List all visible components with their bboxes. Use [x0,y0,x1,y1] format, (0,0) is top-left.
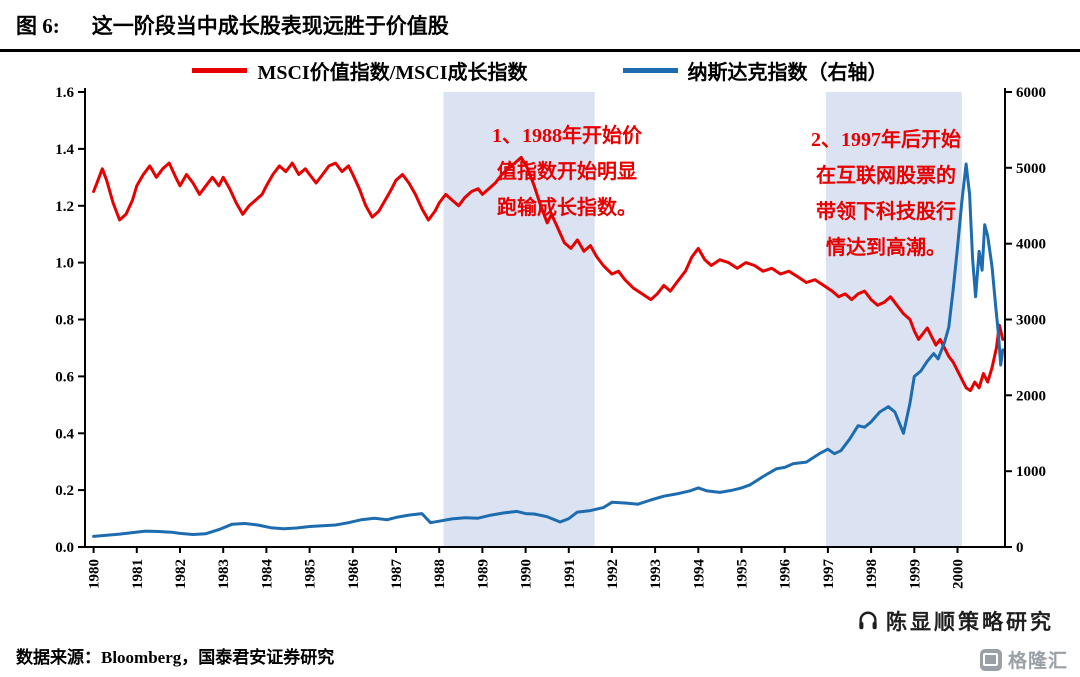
x-axis-labels: 1980 1981 1982 1983 1984 1985 1986 1987 1988 1989… [87,559,967,590]
svg-text:1981: 1981 [130,559,146,589]
legend-item-nasdaq: 纳斯达克指数（右轴） [622,56,888,85]
svg-text:1.2: 1.2 [55,199,74,215]
axes [78,88,1012,553]
svg-text:1995: 1995 [735,559,751,589]
legend-label-nasdaq: 纳斯达克指数（右轴） [687,62,888,84]
svg-text:1999: 1999 [907,559,923,589]
page-title: 这一阶段当中成长股表现远胜于价值股 [91,14,449,38]
svg-text:1990: 1990 [519,559,535,589]
annotation-1988-value-underperforms: 1、1988年开始价 值指数开始明显 跑输成长指数。 [492,125,642,219]
data-source-note: 数据来源：Bloomberg，国泰君安证券研究 [16,648,335,667]
chart-canvas: 0.0 0.2 0.4 0.6 0.8 1.0 1.2 1.4 1.6 0 1000 2000 3000… [55,85,1046,590]
legend-label-msci-ratio: MSCI价值指数/MSCI成长指数 [257,62,528,84]
svg-text:1991: 1991 [562,559,578,589]
svg-text:1.0: 1.0 [55,256,74,272]
gelonghui-logo-icon [979,648,1002,671]
svg-text:2000: 2000 [1016,388,1046,404]
svg-text:0.6: 0.6 [55,369,74,385]
svg-text:1992: 1992 [605,559,621,589]
svg-text:1989: 1989 [475,559,491,589]
svg-text:1993: 1993 [648,559,664,589]
svg-text:1994: 1994 [691,559,707,590]
chart-legend: MSCI价值指数/MSCI成长指数 纳斯达克指数（右轴） [0,56,1080,85]
annotation-1997-tech-climax: 2、1997年后开始 在互联网股票的 带领下科技股行 情达到高潮。 [811,129,961,259]
watermark: 陈显顺策略研究 [857,606,1054,636]
left-axis-labels: 0.0 0.2 0.4 0.6 0.8 1.0 1.2 1.4 1.6 [55,85,74,556]
svg-text:5000: 5000 [1016,161,1046,177]
svg-text:1984: 1984 [259,559,275,590]
svg-text:1982: 1982 [173,559,189,589]
right-axis-labels: 0 1000 2000 3000 4000 5000 6000 [1016,85,1046,556]
svg-text:1988: 1988 [432,559,448,589]
svg-text:1985: 1985 [303,559,319,589]
svg-text:1996: 1996 [778,559,794,590]
svg-text:1986: 1986 [346,559,362,590]
highlight-band [825,92,962,547]
gelonghui-logo-text: 格隆汇 [1007,651,1068,672]
headset-icon [859,611,877,630]
svg-text:1987: 1987 [389,559,405,590]
svg-text:1000: 1000 [1016,464,1046,480]
red-line-swatch-icon [192,68,248,73]
gelonghui-logo: 格隆汇 [979,646,1068,673]
svg-text:6000: 6000 [1016,85,1046,101]
chart-title-bar: 图 6: 这一阶段当中成长股表现远胜于价值股 [0,0,1080,52]
svg-text:1.4: 1.4 [55,142,74,158]
svg-text:1.6: 1.6 [55,85,74,101]
legend-item-msci-ratio: MSCI价值指数/MSCI成长指数 [192,56,528,85]
svg-text:1998: 1998 [864,559,880,589]
figure-label: 图 6: [16,14,60,38]
svg-text:0.8: 0.8 [55,313,74,329]
series-line-1 [92,162,1005,538]
svg-text:1997: 1997 [821,559,837,590]
svg-text:0.2: 0.2 [55,483,74,499]
svg-text:2000: 2000 [951,559,967,589]
blue-line-swatch-icon [622,68,678,73]
svg-text:1983: 1983 [216,559,232,589]
highlight-band [443,92,595,547]
watermark-text: 陈显顺策略研究 [886,610,1054,634]
svg-text:4000: 4000 [1016,237,1046,253]
svg-text:0: 0 [1016,540,1024,556]
svg-text:3000: 3000 [1016,313,1046,329]
svg-text:1980: 1980 [87,559,103,589]
svg-text:0.4: 0.4 [55,426,74,442]
series-line-0 [92,155,1005,393]
svg-text:0.0: 0.0 [55,540,74,556]
